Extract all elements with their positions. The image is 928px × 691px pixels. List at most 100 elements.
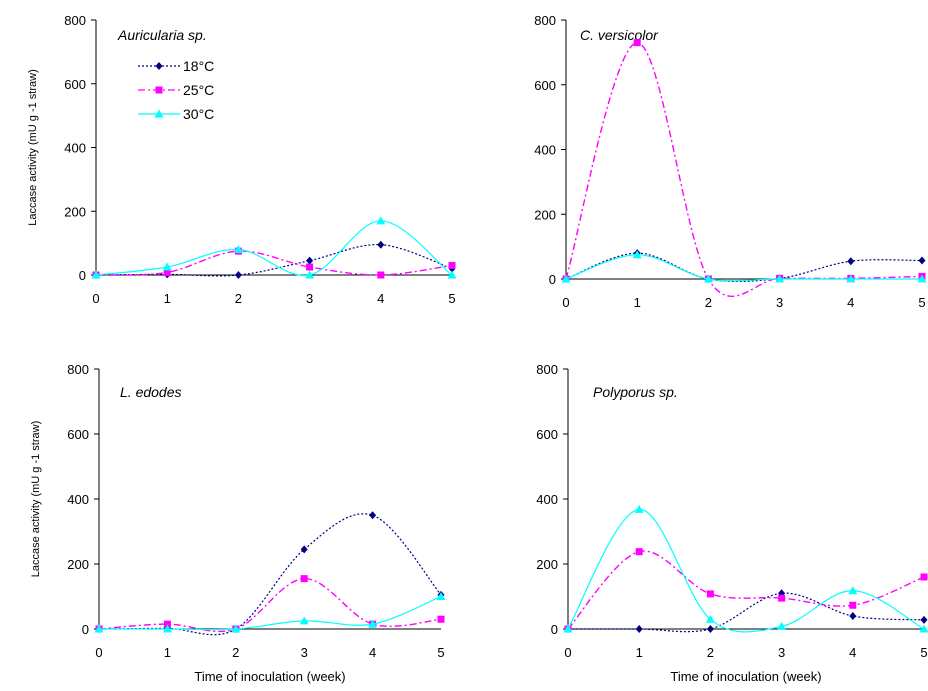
series-line-2	[99, 595, 442, 631]
data-point	[369, 511, 377, 520]
data-point	[368, 619, 378, 628]
y-tick-label: 400	[64, 141, 86, 156]
x-tick-label: 2	[707, 645, 714, 660]
x-tick-label: 0	[95, 645, 102, 660]
data-point	[162, 262, 172, 271]
data-point	[703, 274, 713, 283]
chart-panel-1: 0 200 400 600 800 0 1 2 3 4 5 Auricularia sp. Laccas…	[27, 13, 457, 306]
y-tick-label: 0	[82, 622, 89, 637]
data-point	[706, 625, 714, 633]
y-tick-label: 800	[536, 362, 558, 377]
data-point	[635, 625, 643, 633]
data-point	[561, 274, 571, 283]
legend-marker	[154, 109, 164, 118]
data-point	[849, 601, 857, 609]
x-tick-label: 1	[164, 645, 171, 660]
x-tick-label: 5	[448, 291, 455, 306]
chart-panel-4: 0 200 400 600 800 0 1 2 3 4 5 Polyporus sp. Time of …	[536, 362, 928, 684]
data-point	[300, 545, 308, 554]
panel-title: L. edodes	[120, 384, 182, 400]
x-tick-label: 2	[235, 291, 242, 306]
legend-label: 18°C	[183, 58, 214, 74]
series-line-0	[565, 252, 923, 283]
x-tick-label: 0	[92, 291, 99, 306]
y-tick-label: 0	[551, 622, 558, 637]
y-tick-label: 0	[549, 272, 556, 287]
data-point	[635, 548, 643, 556]
series-line-2	[95, 220, 453, 277]
x-tick-label: 4	[377, 291, 384, 306]
y-tick-label: 600	[64, 77, 86, 92]
data-point	[306, 256, 314, 265]
series-line-2	[567, 508, 925, 633]
x-tick-label: 0	[562, 295, 569, 310]
data-point	[706, 590, 714, 598]
series-line-0	[95, 244, 453, 277]
data-point	[632, 250, 642, 259]
y-tick-label: 400	[536, 492, 558, 507]
panel-title: Auricularia sp.	[117, 27, 207, 43]
x-axis-title: Time of inoculation (week)	[194, 669, 345, 684]
data-point	[91, 270, 101, 279]
series-line-0	[98, 513, 442, 636]
data-point	[447, 270, 457, 279]
data-point	[233, 245, 243, 253]
data-point	[377, 240, 385, 249]
x-tick-label: 1	[636, 645, 643, 660]
series-line-2	[565, 254, 922, 282]
data-point	[846, 274, 856, 283]
data-point	[234, 271, 242, 279]
data-point	[300, 575, 308, 583]
x-tick-label: 3	[306, 291, 313, 306]
data-point	[163, 620, 171, 628]
y-axis-title: Laccase activity (mU g -1 straw)	[30, 421, 42, 577]
y-tick-label: 0	[79, 268, 86, 283]
panel-title: Polyporus sp.	[593, 384, 678, 400]
y-tick-label: 600	[67, 427, 89, 442]
data-point	[918, 256, 926, 265]
y-tick-label: 400	[534, 143, 556, 158]
x-tick-label: 4	[849, 645, 856, 660]
data-point	[563, 624, 573, 633]
data-point	[94, 624, 104, 633]
legend-marker	[155, 86, 163, 94]
series-line-1	[565, 41, 923, 297]
x-tick-label: 2	[705, 295, 712, 310]
y-tick-label: 200	[67, 557, 89, 572]
data-point	[777, 621, 787, 630]
series-line-1	[567, 550, 925, 630]
x-tick-label: 4	[847, 295, 854, 310]
chart-panel-3: 0 200 400 600 800 0 1 2 3 4 5 L. edodes Laccase acti…	[30, 362, 446, 684]
series-line-0	[568, 592, 925, 633]
data-point	[917, 274, 927, 283]
data-point	[848, 586, 858, 595]
legend-marker	[155, 62, 163, 70]
x-tick-label: 1	[164, 291, 171, 306]
data-point	[920, 615, 928, 624]
x-tick-label: 5	[920, 645, 927, 660]
data-point	[778, 594, 786, 602]
x-tick-label: 1	[634, 295, 641, 310]
data-point	[849, 612, 857, 620]
y-tick-label: 800	[64, 13, 86, 28]
data-point	[437, 615, 445, 623]
legend: 18°C 25°C 30°C	[138, 58, 214, 122]
x-tick-label: 3	[301, 645, 308, 660]
y-tick-label: 800	[534, 13, 556, 28]
x-tick-label: 3	[778, 645, 785, 660]
data-point	[633, 39, 641, 47]
x-tick-label: 3	[776, 295, 783, 310]
data-point	[377, 271, 385, 279]
panel-title: C. versicolor	[580, 27, 659, 43]
data-point	[306, 263, 314, 271]
data-point	[376, 216, 386, 225]
x-axis-title: Time of inoculation (week)	[670, 669, 821, 684]
y-tick-label: 400	[67, 492, 89, 507]
y-tick-label: 200	[64, 204, 86, 219]
y-tick-label: 600	[536, 427, 558, 442]
legend-label: 30°C	[183, 106, 214, 122]
y-tick-label: 600	[534, 78, 556, 93]
data-point	[299, 616, 309, 625]
x-tick-label: 5	[437, 645, 444, 660]
